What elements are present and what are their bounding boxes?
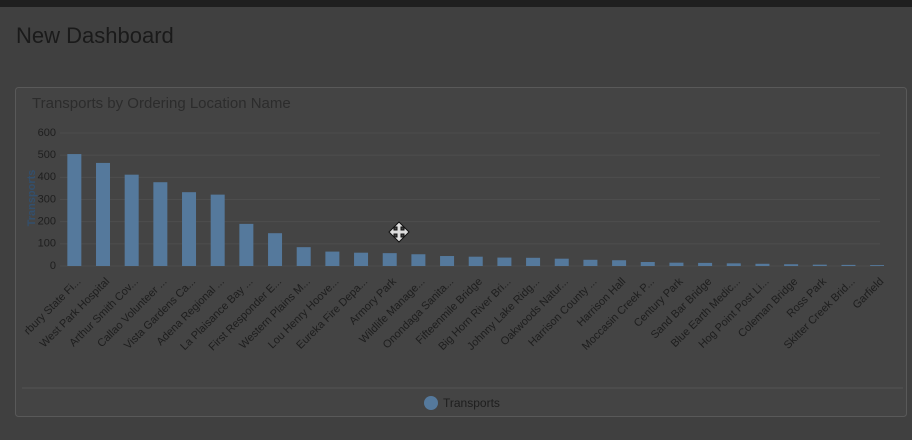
bar	[583, 259, 598, 266]
bar	[67, 154, 82, 266]
bar	[640, 262, 655, 266]
page-title: New Dashboard	[16, 23, 174, 48]
bar	[612, 260, 627, 266]
top-bar	[0, 0, 912, 7]
bar	[870, 265, 884, 266]
bar	[526, 257, 541, 266]
bar	[354, 252, 369, 266]
bar	[411, 254, 426, 266]
bar	[239, 223, 254, 266]
bar	[669, 262, 684, 266]
chart-title: Transports by Ordering Location Name	[32, 95, 291, 112]
bar	[440, 256, 455, 266]
legend-swatch	[424, 396, 438, 410]
y-tick-label: 300	[38, 193, 56, 205]
bar	[325, 251, 340, 266]
bar	[268, 233, 283, 266]
bar	[698, 262, 713, 266]
bar	[755, 263, 770, 266]
bar	[210, 194, 225, 266]
y-tick-label: 600	[38, 127, 56, 139]
bar	[497, 257, 512, 266]
y-tick-label: 100	[38, 238, 56, 250]
y-tick-label: 500	[38, 149, 56, 161]
y-tick-label: 400	[38, 171, 56, 183]
bar	[812, 264, 827, 266]
bar	[726, 263, 741, 266]
bar	[468, 256, 483, 266]
bar	[784, 264, 799, 266]
chart-panel	[15, 87, 907, 417]
bar	[296, 247, 311, 266]
bar	[554, 258, 569, 266]
y-tick-label: 200	[38, 216, 56, 228]
bar	[153, 182, 168, 266]
bar	[382, 253, 397, 266]
y-axis-label: Transports	[26, 170, 38, 227]
bar	[841, 264, 856, 266]
bar	[124, 174, 139, 266]
y-tick-label: 0	[50, 260, 56, 272]
move-cursor	[388, 221, 410, 243]
bar	[96, 162, 111, 266]
bar	[182, 192, 197, 266]
legend-label: Transports	[443, 396, 500, 410]
